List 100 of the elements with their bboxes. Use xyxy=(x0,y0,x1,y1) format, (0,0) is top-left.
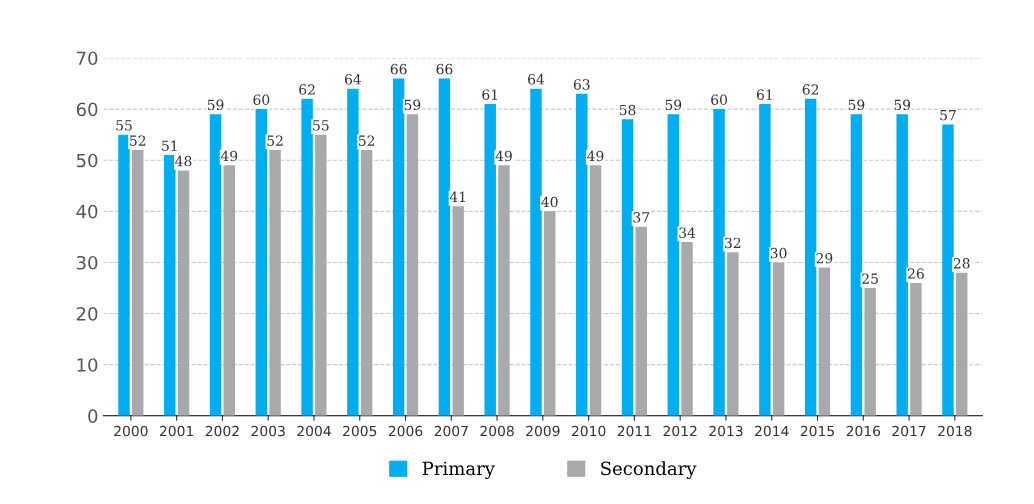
bar xyxy=(392,78,405,416)
bar xyxy=(621,119,634,416)
bar xyxy=(955,272,968,416)
bar xyxy=(223,165,236,416)
y-tick-label: 50 xyxy=(76,153,98,168)
x-tick-label: 2015 xyxy=(800,425,834,437)
x-tick-label: 2009 xyxy=(526,425,560,437)
data-label: 62 xyxy=(802,84,819,95)
bar xyxy=(452,206,464,416)
y-tick-label: 0 xyxy=(88,409,98,423)
data-label: 64 xyxy=(344,74,362,85)
bar xyxy=(498,165,510,416)
data-label: 55 xyxy=(116,120,132,131)
bar xyxy=(530,88,542,416)
data-label: 29 xyxy=(816,252,833,264)
bar xyxy=(896,114,908,416)
data-label: 49 xyxy=(587,150,604,162)
data-label: 58 xyxy=(619,104,636,116)
data-label: 59 xyxy=(665,99,682,111)
bar xyxy=(438,78,451,416)
data-label: 49 xyxy=(495,150,512,162)
bar xyxy=(772,262,785,416)
bar xyxy=(804,98,817,416)
bar xyxy=(255,109,268,416)
data-label: 37 xyxy=(633,212,650,223)
x-tick-label: 2012 xyxy=(663,425,697,437)
x-tick-label: 2018 xyxy=(938,425,972,437)
x-tick-label: 2010 xyxy=(571,425,606,437)
bar xyxy=(589,165,602,416)
bar xyxy=(269,149,281,416)
bar xyxy=(347,88,359,416)
x-tick-label: 2011 xyxy=(617,425,651,437)
bar xyxy=(315,134,327,416)
data-label: 66 xyxy=(436,63,453,75)
x-tick-label: 2002 xyxy=(205,425,239,437)
x-tick-label: 2001 xyxy=(159,425,194,437)
bar xyxy=(543,211,556,416)
x-tick-label: 2000 xyxy=(114,425,148,437)
data-label: 59 xyxy=(894,99,911,111)
bar xyxy=(132,149,144,416)
x-tick-label: 2004 xyxy=(297,425,331,437)
x-tick-label: 2016 xyxy=(846,425,881,437)
bar xyxy=(177,170,190,416)
y-tick-label: 40 xyxy=(76,204,98,219)
y-tick-label: 30 xyxy=(76,255,98,270)
data-label: 57 xyxy=(940,110,956,121)
data-label: 66 xyxy=(390,63,407,75)
x-tick-label: 2006 xyxy=(388,425,423,437)
data-label: 48 xyxy=(175,155,192,167)
x-tick-label: 2013 xyxy=(709,425,743,437)
x-tick-label: 2017 xyxy=(892,425,926,437)
data-label: 61 xyxy=(756,89,772,100)
y-tick-label: 60 xyxy=(76,102,98,117)
bar xyxy=(164,155,176,416)
data-label: 61 xyxy=(482,89,498,100)
data-label: 28 xyxy=(953,258,970,269)
bar xyxy=(406,114,419,416)
bar xyxy=(681,241,693,416)
data-label: 30 xyxy=(770,247,787,259)
data-label: 52 xyxy=(358,135,375,146)
data-label: 34 xyxy=(679,227,696,238)
bar xyxy=(635,226,647,416)
x-tick-label: 2014 xyxy=(755,425,789,437)
bar xyxy=(942,124,954,416)
legend-label: Primary xyxy=(422,461,495,479)
bar xyxy=(118,134,130,416)
y-tick-label: 20 xyxy=(76,307,98,321)
data-label: 49 xyxy=(220,150,238,162)
bar xyxy=(360,149,373,416)
data-label: 64 xyxy=(528,74,545,85)
data-label: 59 xyxy=(404,99,421,111)
data-label: 59 xyxy=(848,99,865,111)
data-label: 51 xyxy=(162,140,177,152)
y-tick-label: 70 xyxy=(77,51,98,66)
data-label: 62 xyxy=(299,84,315,95)
x-tick-label: 2007 xyxy=(434,425,468,437)
bar xyxy=(910,282,922,416)
data-label: 59 xyxy=(207,99,224,111)
x-tick-label: 2005 xyxy=(343,425,377,437)
x-tick-label: 2008 xyxy=(480,425,514,437)
data-label: 60 xyxy=(711,94,727,105)
data-label: 25 xyxy=(862,273,878,284)
data-label: 52 xyxy=(130,135,146,146)
data-label: 40 xyxy=(541,196,558,208)
bar xyxy=(818,267,831,416)
bar xyxy=(667,114,680,416)
bar xyxy=(727,252,739,416)
data-label: 52 xyxy=(267,135,283,146)
bar xyxy=(209,114,222,416)
x-tick-label: 2003 xyxy=(251,425,285,437)
data-label: 60 xyxy=(253,94,270,105)
data-label: 32 xyxy=(725,237,741,249)
data-label: 41 xyxy=(449,191,466,202)
data-label: 26 xyxy=(908,268,924,279)
legend-label: Secondary xyxy=(601,461,697,479)
bar xyxy=(301,98,313,416)
data-label: 55 xyxy=(313,120,329,131)
y-tick-label: 10 xyxy=(77,358,98,372)
bar xyxy=(713,109,725,416)
bar xyxy=(850,114,863,416)
